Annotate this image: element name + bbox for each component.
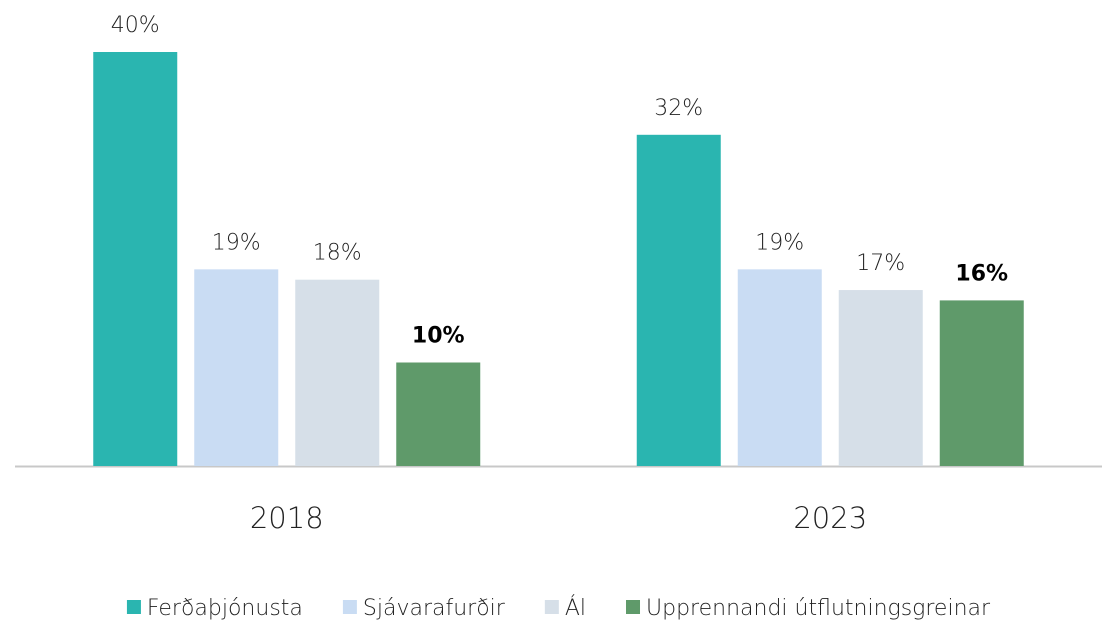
x-tick-label: 2018 <box>250 501 324 535</box>
bar <box>737 269 822 466</box>
value-label: 40% <box>111 13 160 38</box>
x-tick-label: 2023 <box>793 501 867 535</box>
legend-swatch <box>342 600 357 614</box>
value-label: 17% <box>856 251 905 276</box>
value-label: 32% <box>654 96 703 121</box>
legend-label: Upprennandi útflutningsgreinar <box>646 596 991 621</box>
bar <box>194 269 279 466</box>
bar <box>93 52 178 466</box>
legend-swatch <box>626 600 641 614</box>
legend-swatch <box>544 600 559 614</box>
value-label: 16% <box>955 261 1008 286</box>
value-label: 19% <box>212 230 261 255</box>
bar <box>636 134 721 467</box>
legend-label: Ferðaþjónusta <box>147 596 303 621</box>
legend-label: Sjávarafurðir <box>363 596 506 621</box>
value-label: 18% <box>313 241 362 266</box>
bar <box>939 300 1024 466</box>
value-label: 10% <box>412 324 465 349</box>
bar <box>396 362 481 466</box>
legend-swatch <box>126 600 141 614</box>
bar <box>838 290 923 466</box>
bar <box>295 279 380 466</box>
legend-label: Ál <box>565 595 586 621</box>
value-label: 19% <box>755 230 804 255</box>
